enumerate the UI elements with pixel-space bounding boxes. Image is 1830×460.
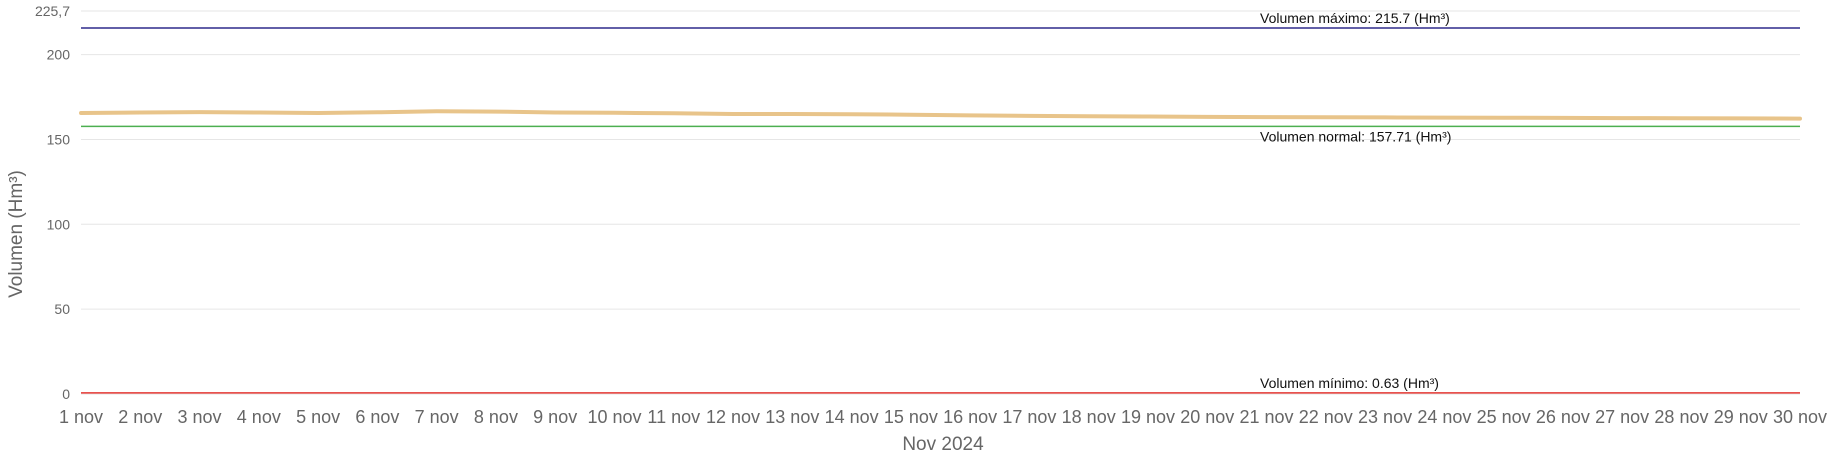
x-tick-label: 9 nov <box>533 407 577 427</box>
y-tick-label: 200 <box>47 47 71 63</box>
x-tick-labels: 1 nov 2 nov 3 nov 4 nov 5 nov 6 nov 7 nov 8 nov… <box>59 407 1827 427</box>
y-tick-label: 0 <box>62 386 70 402</box>
x-tick-label: 5 nov <box>296 407 340 427</box>
y-tick-label: 150 <box>47 131 71 147</box>
x-tick-label: 2 nov <box>118 407 162 427</box>
x-tick-label: 24 nov <box>1417 407 1471 427</box>
x-tick-label: 8 nov <box>474 407 518 427</box>
reference-line-label: Volumen normal: 157.71 (Hm³) <box>1260 128 1451 144</box>
y-tick-label: 100 <box>47 216 71 232</box>
reference-line-label: Volumen máximo: 215.7 (Hm³) <box>1260 10 1450 26</box>
x-tick-label: 15 nov <box>884 407 938 427</box>
x-axis-title: Nov 2024 <box>902 434 984 455</box>
x-tick-label: 29 nov <box>1714 407 1768 427</box>
reference-line-label: Volumen mínimo: 0.63 (Hm³) <box>1260 375 1439 391</box>
y-axis-title: Volumen (Hm³) <box>6 170 27 298</box>
x-tick-label: 20 nov <box>1180 407 1234 427</box>
x-tick-label: 23 nov <box>1358 407 1412 427</box>
x-tick-label: 22 nov <box>1299 407 1353 427</box>
x-tick-label: 1 nov <box>59 407 103 427</box>
x-tick-label: 6 nov <box>355 407 399 427</box>
x-tick-label: 25 nov <box>1477 407 1531 427</box>
x-tick-label: 19 nov <box>1121 407 1175 427</box>
x-tick-label: 17 nov <box>1002 407 1056 427</box>
x-tick-label: 26 nov <box>1536 407 1590 427</box>
y-tick-label: 50 <box>54 301 70 317</box>
x-tick-label: 4 nov <box>237 407 281 427</box>
x-tick-label: 16 nov <box>943 407 997 427</box>
x-tick-label: 3 nov <box>178 407 222 427</box>
reference-lines: Volumen máximo: 215.7 (Hm³) Volumen norma… <box>81 10 1800 394</box>
x-tick-label: 27 nov <box>1595 407 1649 427</box>
y-tick-labels: 0 50 100 150 200 225,7 <box>35 3 70 402</box>
x-tick-label: 28 nov <box>1654 407 1708 427</box>
x-tick-label: 18 nov <box>1062 407 1116 427</box>
x-tick-label: 21 nov <box>1239 407 1293 427</box>
x-tick-label: 7 nov <box>415 407 459 427</box>
series-lines <box>79 109 1802 121</box>
x-tick-label: 13 nov <box>765 407 819 427</box>
series-line <box>79 109 1802 121</box>
x-tick-label: 14 nov <box>825 407 879 427</box>
x-tick-label: 12 nov <box>706 407 760 427</box>
x-tick-label: 30 nov <box>1773 407 1827 427</box>
x-tick-label: 11 nov <box>647 407 700 427</box>
x-tick-label: 10 nov <box>587 407 641 427</box>
y-tick-label: 225,7 <box>35 3 70 19</box>
grid-lines <box>81 10 1800 395</box>
